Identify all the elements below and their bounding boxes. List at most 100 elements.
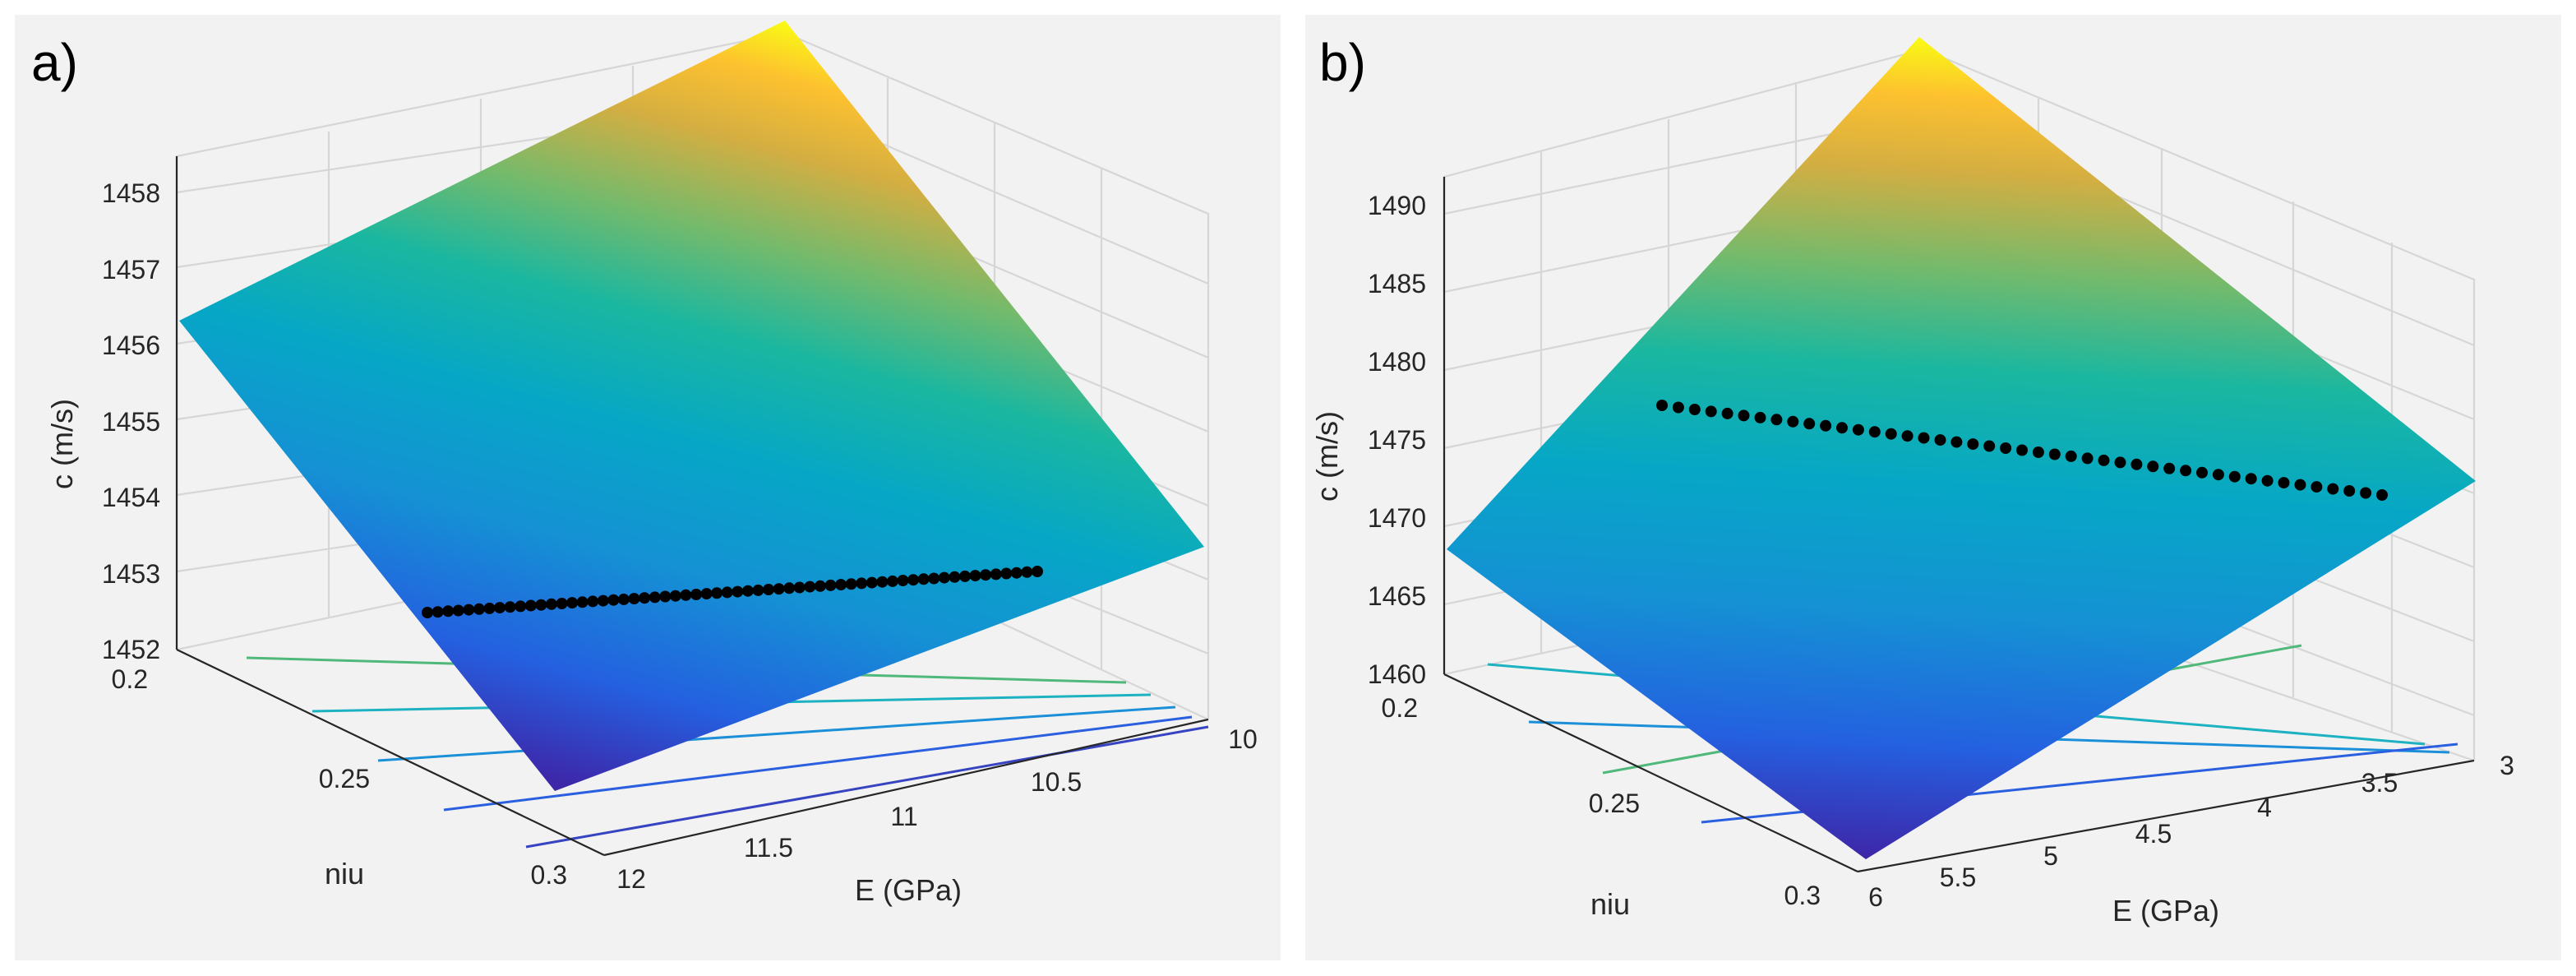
z-tick-label: 1455 xyxy=(102,407,160,437)
x-tick-label: 10 xyxy=(1228,724,1258,754)
highlight-point xyxy=(1721,407,1733,419)
highlight-point xyxy=(2081,452,2094,465)
x-tick-label: 11 xyxy=(890,802,917,831)
y-ticks-b: 0.2 0.25 0.3 xyxy=(1382,693,1821,910)
highlight-point xyxy=(1000,567,1013,580)
highlight-point xyxy=(2311,481,2323,493)
highlight-line-b xyxy=(1656,400,2388,501)
highlight-point xyxy=(1918,432,1930,444)
highlight-point xyxy=(1656,400,1668,411)
z-tick-label: 1456 xyxy=(102,331,160,360)
y-ticks-a: 0.2 0.25 0.3 xyxy=(112,664,567,890)
highlight-point xyxy=(1738,409,1750,422)
z-axis-label-a: c (m/s) xyxy=(45,399,79,489)
y-tick-label: 0.2 xyxy=(112,664,148,694)
highlight-point xyxy=(1934,434,1946,446)
highlight-point xyxy=(783,582,796,594)
highlight-point xyxy=(2294,479,2306,491)
highlight-point xyxy=(524,599,537,612)
y-tick-label: 0.25 xyxy=(319,764,370,793)
highlight-point xyxy=(845,578,857,590)
highlight-point xyxy=(545,598,557,610)
x-tick-label: 5 xyxy=(2043,841,2058,871)
z-tick-label: 1457 xyxy=(102,255,160,284)
highlight-point xyxy=(2278,477,2290,489)
z-tick-label: 1465 xyxy=(1368,581,1426,611)
highlight-point xyxy=(2016,444,2028,456)
highlight-point xyxy=(980,569,992,581)
y-tick-label: 0.3 xyxy=(1784,881,1821,910)
highlight-point xyxy=(2131,458,2143,470)
z-ticks-a: 1452 1453 1454 1455 1456 1457 1458 xyxy=(102,178,160,664)
highlight-point xyxy=(690,589,702,600)
highlight-point xyxy=(969,570,981,582)
surface-plot-a: a) xyxy=(15,15,1281,960)
x-tick-label: 6 xyxy=(1868,882,1883,912)
highlight-point xyxy=(2261,474,2274,487)
highlight-point xyxy=(1803,418,1816,430)
highlight-point xyxy=(515,600,527,613)
highlight-point xyxy=(711,587,723,599)
highlight-point xyxy=(949,571,961,583)
x-axis-label-b: E (GPa) xyxy=(2112,894,2219,927)
x-axis-label-a: E (GPa) xyxy=(855,873,962,907)
highlight-point xyxy=(442,605,455,618)
highlight-point xyxy=(1010,567,1023,579)
highlight-point xyxy=(2114,456,2126,469)
highlight-point xyxy=(628,593,640,605)
x-tick-label: 5.5 xyxy=(1940,863,1976,892)
highlight-point xyxy=(1021,566,1033,578)
z-tick-label: 1460 xyxy=(1368,659,1426,689)
highlight-point xyxy=(2196,466,2208,479)
highlight-point xyxy=(669,590,681,602)
surface-b xyxy=(1447,37,2476,859)
highlight-point xyxy=(2180,465,2192,477)
axes-b xyxy=(1443,177,2475,873)
panel-label-b: b) xyxy=(1319,33,1366,92)
highlight-point xyxy=(556,598,568,609)
highlight-point xyxy=(824,579,837,591)
z-tick-label: 1475 xyxy=(1368,425,1426,455)
highlight-point xyxy=(2098,454,2110,466)
highlight-point xyxy=(639,592,651,604)
highlight-point xyxy=(2228,470,2241,483)
highlight-point xyxy=(1836,422,1848,434)
highlight-point xyxy=(680,589,692,601)
highlight-point xyxy=(2376,489,2388,501)
highlight-point xyxy=(1820,419,1832,432)
z-tick-label: 1453 xyxy=(102,559,160,589)
z-tick-label: 1458 xyxy=(102,178,160,208)
highlight-point xyxy=(2000,442,2012,454)
highlight-point xyxy=(793,581,806,594)
highlight-point xyxy=(938,571,950,584)
highlight-point xyxy=(1032,566,1043,577)
y-axis-label-b: niu xyxy=(1590,887,1630,921)
highlight-point xyxy=(814,580,826,592)
z-ticks-b: 1460 1465 1470 1475 1480 1485 1490 xyxy=(1368,191,1426,689)
highlight-point xyxy=(2065,450,2077,462)
highlight-point xyxy=(2245,473,2257,485)
highlight-point xyxy=(2327,483,2339,495)
highlight-point xyxy=(804,581,816,593)
y-axis-label-a: niu xyxy=(325,857,364,890)
highlight-point xyxy=(422,607,433,618)
highlight-point xyxy=(2360,487,2372,499)
highlight-point xyxy=(866,576,878,589)
highlight-point xyxy=(1705,405,1717,418)
y-tick-label: 0.3 xyxy=(531,860,567,890)
highlight-point xyxy=(856,577,868,590)
highlight-point xyxy=(535,599,547,611)
highlight-point xyxy=(1688,404,1701,415)
x-tick-label: 12 xyxy=(616,864,646,894)
z-tick-label: 1454 xyxy=(102,483,160,512)
highlight-point xyxy=(597,594,609,607)
z-tick-label: 1452 xyxy=(102,635,160,664)
highlight-point xyxy=(1885,428,1897,440)
highlight-point xyxy=(659,590,672,603)
x-tick-label: 3.5 xyxy=(2361,768,2398,798)
highlight-point xyxy=(2147,460,2159,473)
surface-plot-b: b) xyxy=(1305,15,2561,960)
highlight-point xyxy=(835,579,847,591)
highlight-point xyxy=(700,588,713,600)
